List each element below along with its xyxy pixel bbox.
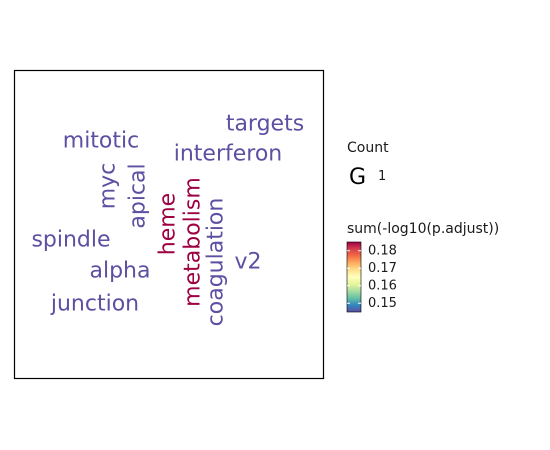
word-interferon: interferon (174, 142, 283, 167)
word-spindle: spindle (31, 228, 110, 253)
panel-border (13, 69, 325, 380)
word-v2: v2 (234, 250, 261, 275)
color-legend: sum(-log10(p.adjust)) 0.15 0.16 0.17 0.18 (346, 221, 499, 313)
word-heme: heme (156, 193, 181, 255)
colorbar-tick-label: 0.17 (368, 261, 397, 276)
color-legend-ticks: 0.15 0.16 0.17 0.18 (347, 243, 397, 311)
size-legend-title: Count (347, 140, 389, 156)
size-legend-key-glyph: G (349, 165, 366, 190)
colorbar-tick-label: 0.16 (368, 278, 397, 293)
colorbar-tick-label: 0.15 (368, 296, 397, 311)
color-legend-colorbar (346, 241, 362, 313)
size-legend: Count G 1 (347, 140, 389, 190)
colorbar-tick-label: 0.18 (368, 243, 397, 258)
words-layer: targets mitotic interferon myc apical heme met… (31, 112, 304, 327)
word-alpha: alpha (90, 259, 151, 284)
word-junction: junction (50, 292, 139, 317)
word-targets: targets (226, 112, 304, 137)
word-myc: myc (96, 163, 121, 210)
word-metabolism: metabolism (181, 177, 206, 307)
word-mitotic: mitotic (63, 129, 139, 154)
size-legend-key-label: 1 (378, 169, 386, 184)
color-legend-title: sum(-log10(p.adjust)) (347, 221, 499, 237)
word-apical: apical (126, 163, 151, 228)
word-coagulation: coagulation (204, 198, 229, 327)
